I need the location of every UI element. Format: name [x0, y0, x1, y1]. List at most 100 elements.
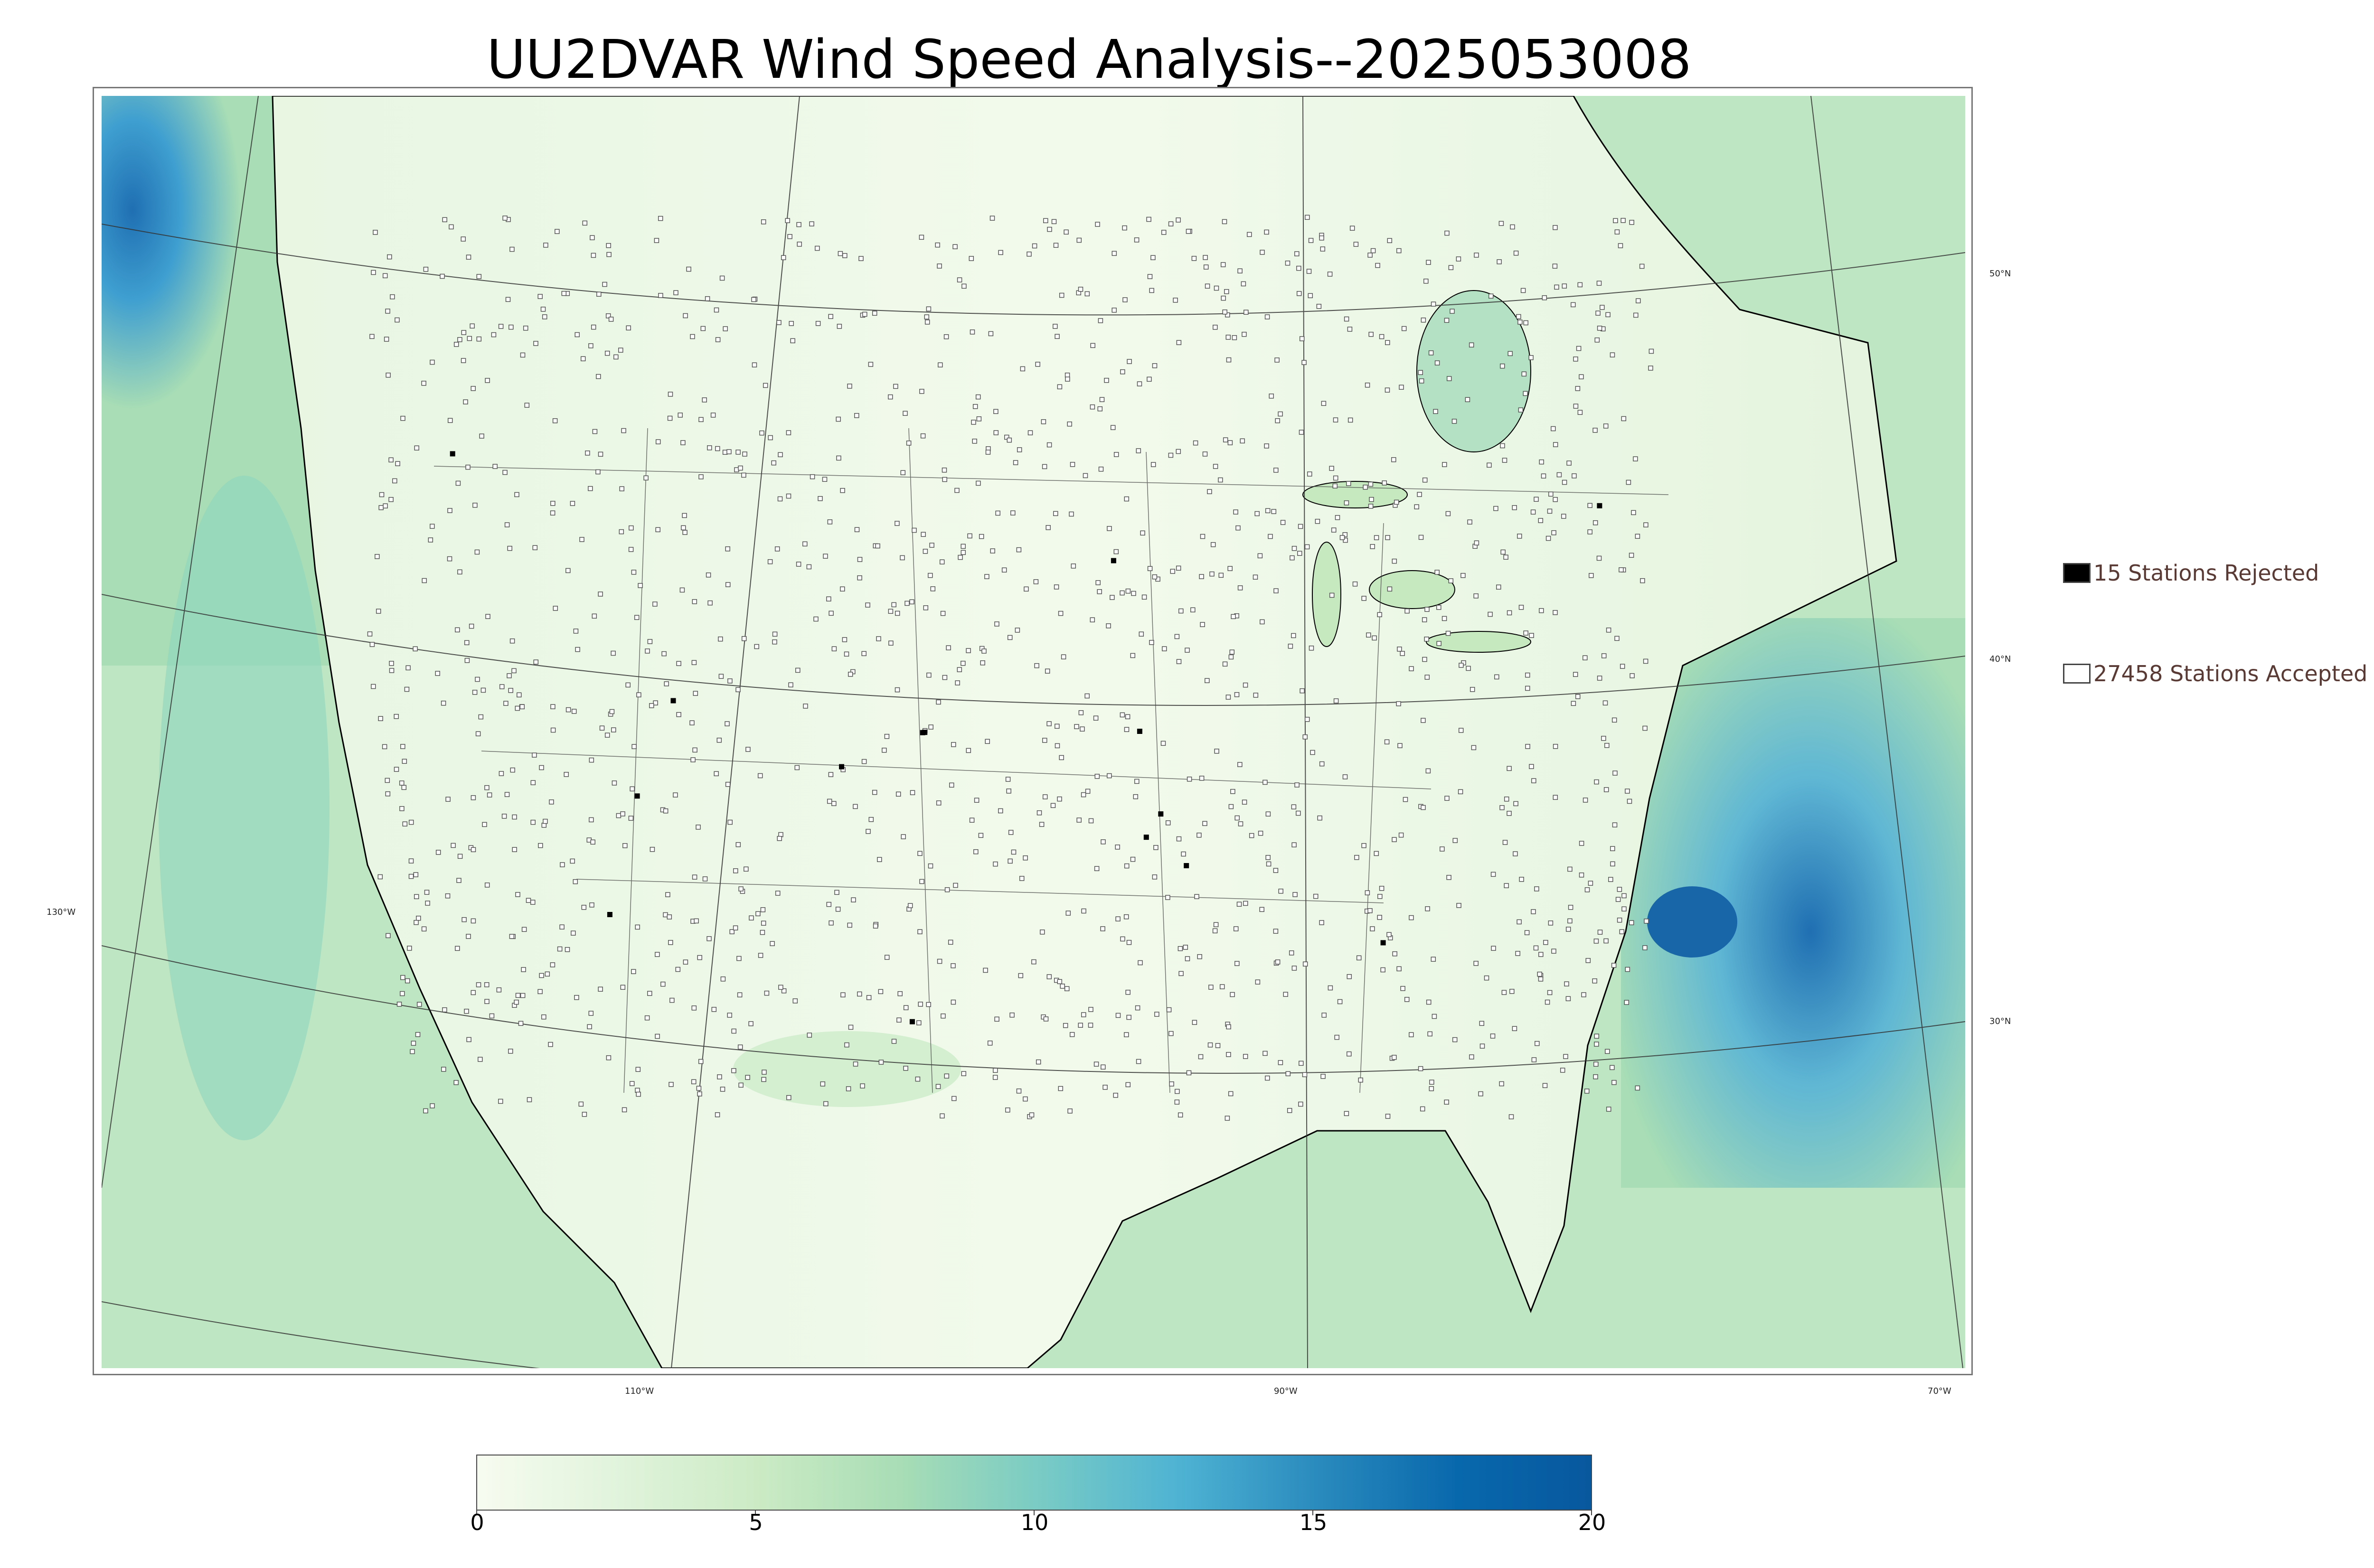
station-accepted-marker: [508, 688, 513, 693]
station-accepted-marker: [1203, 264, 1209, 270]
station-accepted-marker: [938, 362, 943, 367]
station-accepted-marker: [1417, 492, 1422, 497]
legend-rejected-label: 15 Stations Rejected: [2093, 560, 2319, 586]
station-accepted-marker: [1538, 976, 1544, 982]
graticule: [102, 96, 1965, 1368]
station-accepted-marker: [447, 556, 452, 562]
station-accepted-marker: [1273, 929, 1279, 934]
station-accepted-marker: [371, 684, 376, 689]
station-accepted-marker: [1610, 846, 1615, 851]
station-accepted-marker: [1319, 235, 1324, 241]
station-accepted-marker: [923, 549, 928, 554]
station-accepted-marker: [731, 1068, 736, 1073]
station-accepted-marker: [655, 527, 660, 533]
station-accepted-marker: [1046, 442, 1052, 448]
station-accepted-marker: [445, 893, 451, 899]
station-accepted-marker: [707, 445, 712, 451]
station-accepted-marker: [1015, 628, 1020, 633]
station-accepted-marker: [622, 1107, 627, 1113]
station-accepted-marker: [806, 564, 812, 570]
station-accepted-marker: [539, 973, 544, 978]
station-accepted-marker: [453, 1080, 459, 1085]
station-accepted-marker: [738, 886, 744, 892]
station-accepted-marker: [1098, 466, 1104, 472]
station-accepted-marker: [378, 716, 383, 721]
colorbar-tick: [1591, 1511, 1592, 1515]
station-accepted-marker: [1222, 309, 1227, 315]
station-accepted-marker: [1302, 734, 1308, 740]
station-accepted-marker: [1088, 1023, 1093, 1028]
station-accepted-marker: [515, 993, 521, 998]
station-accepted-marker: [515, 892, 520, 897]
station-accepted-marker: [1337, 999, 1343, 1005]
station-accepted-marker: [628, 816, 634, 821]
station-accepted-marker: [588, 1011, 594, 1016]
station-accepted-marker: [1081, 1012, 1086, 1017]
station-accepted-marker: [392, 478, 397, 484]
station-accepted-marker: [781, 255, 786, 260]
station-accepted-marker: [1149, 640, 1154, 645]
station-accepted-marker: [1042, 464, 1047, 469]
station-accepted-marker: [369, 334, 375, 339]
station-accepted-marker: [1397, 647, 1402, 652]
station-accepted-marker: [590, 839, 595, 845]
station-accepted-marker: [550, 501, 556, 506]
station-accepted-marker: [387, 254, 392, 260]
station-accepted-marker: [478, 714, 484, 720]
station-accepted-marker: [582, 220, 588, 226]
station-accepted-marker: [1101, 1064, 1106, 1070]
station-accepted-marker: [647, 639, 653, 644]
station-accepted-marker: [1579, 374, 1584, 379]
station-accepted-marker: [1347, 327, 1353, 332]
station-accepted-marker: [1553, 442, 1558, 447]
station-accepted-marker: [382, 744, 387, 750]
station-accepted-marker: [1139, 631, 1144, 637]
station-accepted-marker: [1333, 475, 1338, 481]
station-accepted-marker: [1187, 776, 1192, 782]
station-accepted-marker: [1426, 260, 1431, 265]
station-accepted-marker: [961, 283, 967, 289]
station-accepted-marker: [772, 639, 777, 645]
station-accepted-marker: [1273, 588, 1279, 593]
station-accepted-marker: [596, 291, 602, 297]
station-accepted-marker: [985, 739, 990, 744]
station-accepted-marker: [464, 640, 470, 646]
station-accepted-marker: [942, 477, 947, 482]
station-accepted-marker: [1575, 386, 1581, 391]
station-accepted-marker: [501, 814, 507, 819]
station-accepted-marker: [706, 572, 711, 578]
station-accepted-marker: [1534, 886, 1539, 892]
station-accepted-marker: [1562, 283, 1567, 289]
station-accepted-marker: [575, 332, 580, 338]
station-accepted-marker: [1460, 573, 1466, 578]
colorbar-label: 0: [470, 1510, 484, 1535]
station-accepted-marker: [758, 953, 763, 958]
colorbar-gradient: [476, 1455, 1592, 1511]
station-accepted-marker: [1166, 1007, 1172, 1013]
station-accepted-marker: [1232, 335, 1237, 340]
station-accepted-marker: [983, 967, 988, 973]
station-accepted-marker: [686, 266, 691, 272]
station-accepted-marker: [1517, 919, 1522, 925]
station-accepted-marker: [1078, 287, 1083, 292]
station-accepted-marker: [1507, 610, 1512, 616]
station-accepted-marker: [1301, 360, 1307, 365]
station-accepted-marker: [1538, 952, 1544, 957]
station-accepted-marker: [725, 781, 731, 787]
station-accepted-marker: [951, 742, 956, 747]
station-accepted-marker: [846, 1086, 851, 1091]
station-accepted-marker: [1471, 745, 1477, 751]
station-accepted-marker: [1083, 473, 1088, 479]
station-accepted-marker: [1524, 930, 1530, 935]
station-accepted-marker: [407, 946, 412, 951]
station-accepted-marker: [752, 362, 757, 367]
station-accepted-marker: [1440, 846, 1445, 852]
station-accepted-marker: [457, 569, 462, 575]
station-accepted-marker: [549, 799, 554, 805]
station-accepted-marker: [1191, 256, 1197, 261]
station-accepted-marker: [979, 534, 984, 539]
station-accepted-marker: [1076, 237, 1082, 243]
station-accepted-marker: [1554, 284, 1559, 290]
station-accepted-marker: [1356, 955, 1362, 961]
station-accepted-marker: [396, 1002, 402, 1007]
